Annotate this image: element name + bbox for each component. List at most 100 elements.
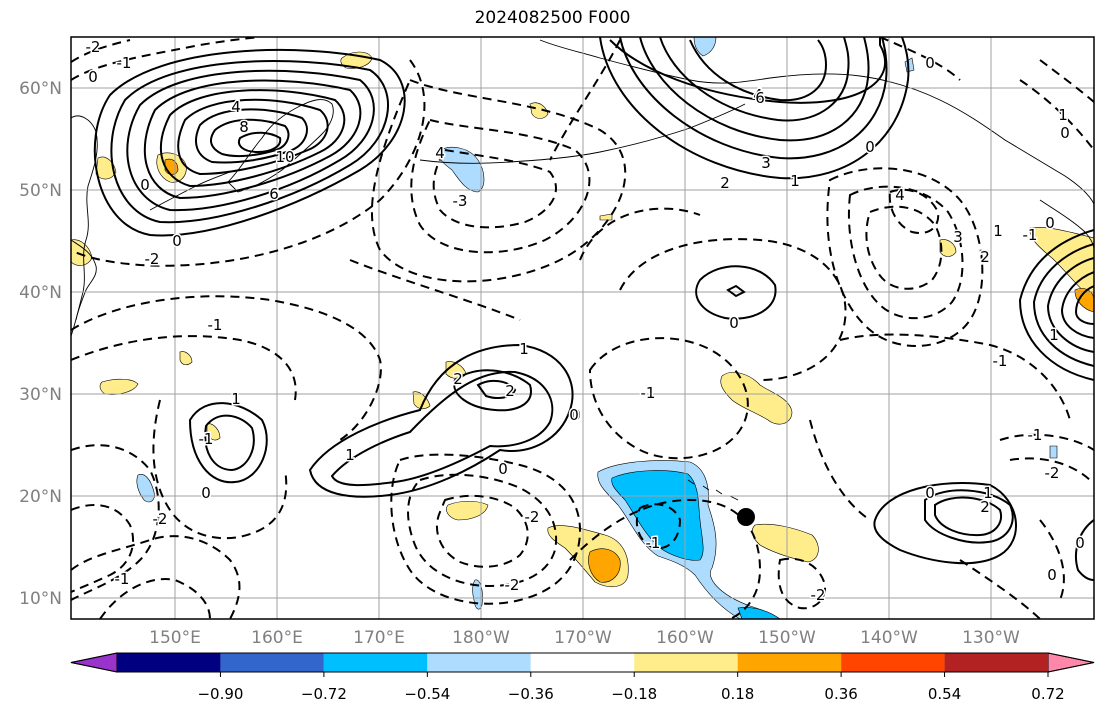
contour-value-label: 0: [925, 484, 935, 502]
contour-line: [809, 419, 871, 521]
contour-value-label: -1: [199, 430, 214, 448]
contour-value-label: -1: [641, 384, 656, 402]
contour-value-label: 1: [231, 390, 241, 408]
alaska-coastline: [539, 39, 1094, 205]
shaded-anomalies: [71, 37, 1094, 619]
contour-line: [1074, 285, 1094, 325]
contour-line: [1039, 59, 1094, 103]
yellow-anomaly-patch: [179, 351, 193, 366]
colorbar-segment: [530, 653, 635, 672]
contour-line: [999, 433, 1094, 451]
contour-value-label: 3: [953, 228, 963, 246]
latitude-tick-labels: 60°N 50°N 40°N 30°N 20°N 10°N: [19, 79, 62, 609]
blue-anomaly-tail: [737, 607, 781, 619]
contour-value-label: 1: [790, 172, 800, 190]
gridlines: [71, 37, 1094, 619]
contour-line: [177, 98, 329, 176]
contour-line: [726, 284, 746, 298]
orange-anomaly-core: [588, 548, 621, 583]
blue-anomaly-patch: [1049, 445, 1058, 459]
colorbar-outline: [70, 652, 1095, 673]
contour-value-label: -2: [525, 508, 540, 526]
contour-line: [579, 207, 701, 261]
yellow-anomaly-patch: [95, 156, 117, 180]
contour-line: [1046, 257, 1094, 353]
colorbar-tick-label: −0.90: [197, 685, 243, 703]
colorbar-segment: [737, 653, 842, 672]
contour-value-label: 3: [761, 154, 771, 172]
contour-value-label: -2: [86, 38, 101, 56]
contour-value-label: 1: [1049, 326, 1059, 344]
contour-line: [370, 78, 627, 283]
contour-value-label: 6: [755, 89, 765, 107]
contour-line: [71, 444, 160, 601]
contour-line: [1060, 271, 1094, 339]
contour-value-label: -1: [117, 54, 132, 72]
contour-line: [110, 60, 389, 224]
yellow-anomaly-patch: [412, 391, 431, 410]
contour-line: [549, 39, 621, 161]
contour-value-label: 2: [980, 498, 990, 516]
contour-value-label: 0: [172, 232, 182, 250]
colorbar-segment: [841, 653, 945, 672]
contour-line: [71, 39, 131, 63]
yellow-anomaly-patch: [206, 423, 221, 441]
contour-value-label: 0: [925, 54, 935, 72]
colorbar-tick-label: 0.72: [1031, 685, 1064, 703]
contour-value-label: 4: [895, 186, 905, 204]
contour-line: [204, 414, 255, 472]
contour-value-label: 2: [505, 382, 515, 400]
contour-value-label: -1: [993, 352, 1008, 370]
colorbar-segment: [427, 653, 531, 672]
yellow-anomaly-patch: [939, 239, 957, 257]
colorbar-tick-label: −0.54: [404, 685, 450, 703]
contour-line: [209, 118, 290, 158]
contour-line: [639, 37, 870, 142]
contour-line: [143, 79, 362, 200]
contour-value-label: 0: [88, 68, 98, 86]
contour-value-label: -2: [505, 576, 520, 594]
contour-value-label: 0: [201, 484, 211, 502]
colorbar-segment: [220, 653, 324, 672]
orange-anomaly-core: [1074, 288, 1094, 313]
longitude-tick-labels: 150°E 160°E 170°E 180°W 170°W 160°W 150°…: [149, 628, 1020, 648]
lon-tick-label: 160°E: [251, 628, 303, 648]
contour-line: [1039, 519, 1065, 601]
contour-line: [407, 473, 557, 588]
contour-value-label: 2: [980, 248, 990, 266]
contour-value-label: 1: [1058, 106, 1068, 124]
colorbar-tick-label: −0.36: [508, 685, 554, 703]
aleutian-islands: [419, 103, 746, 164]
contour-value-label: 0: [1075, 534, 1085, 552]
contour-line: [619, 37, 888, 160]
contour-value-label: 0: [729, 314, 739, 332]
lat-tick-label: 20°N: [19, 487, 62, 507]
contour-line: [71, 59, 426, 267]
lon-tick-label: 150°E: [149, 628, 201, 648]
contour-value-label: 2: [453, 370, 463, 388]
colorbar-extend-low: [70, 652, 118, 673]
blue-anomaly-patch: [438, 147, 485, 193]
yellow-anomaly-patch: [599, 213, 613, 221]
contour-value-label: 1: [345, 446, 355, 464]
contour-line: [330, 370, 554, 487]
station-marker: [737, 508, 755, 526]
contour-line: [1019, 79, 1094, 151]
colorbar-tick-label: 0.18: [721, 685, 754, 703]
contour-line: [238, 131, 282, 154]
lat-tick-label: 40°N: [19, 283, 62, 303]
blue-anomaly-patch: [136, 474, 155, 503]
contour-line: [152, 399, 288, 540]
lon-tick-label: 150°W: [758, 628, 816, 648]
contour-value-label: -1: [1023, 226, 1038, 244]
contour-value-label: 6: [269, 185, 279, 203]
contour-line: [839, 333, 1071, 421]
contour-value-label: -1: [208, 316, 223, 334]
map-title: 2024082500 F000: [474, 8, 631, 28]
lat-tick-label: 10°N: [19, 589, 62, 609]
contour-line: [71, 504, 135, 593]
asia-coastline: [71, 115, 98, 337]
contour-value-label: 1: [983, 484, 993, 502]
contour-value-label: 0: [865, 138, 875, 156]
contour-value-label: 4: [753, 86, 763, 104]
